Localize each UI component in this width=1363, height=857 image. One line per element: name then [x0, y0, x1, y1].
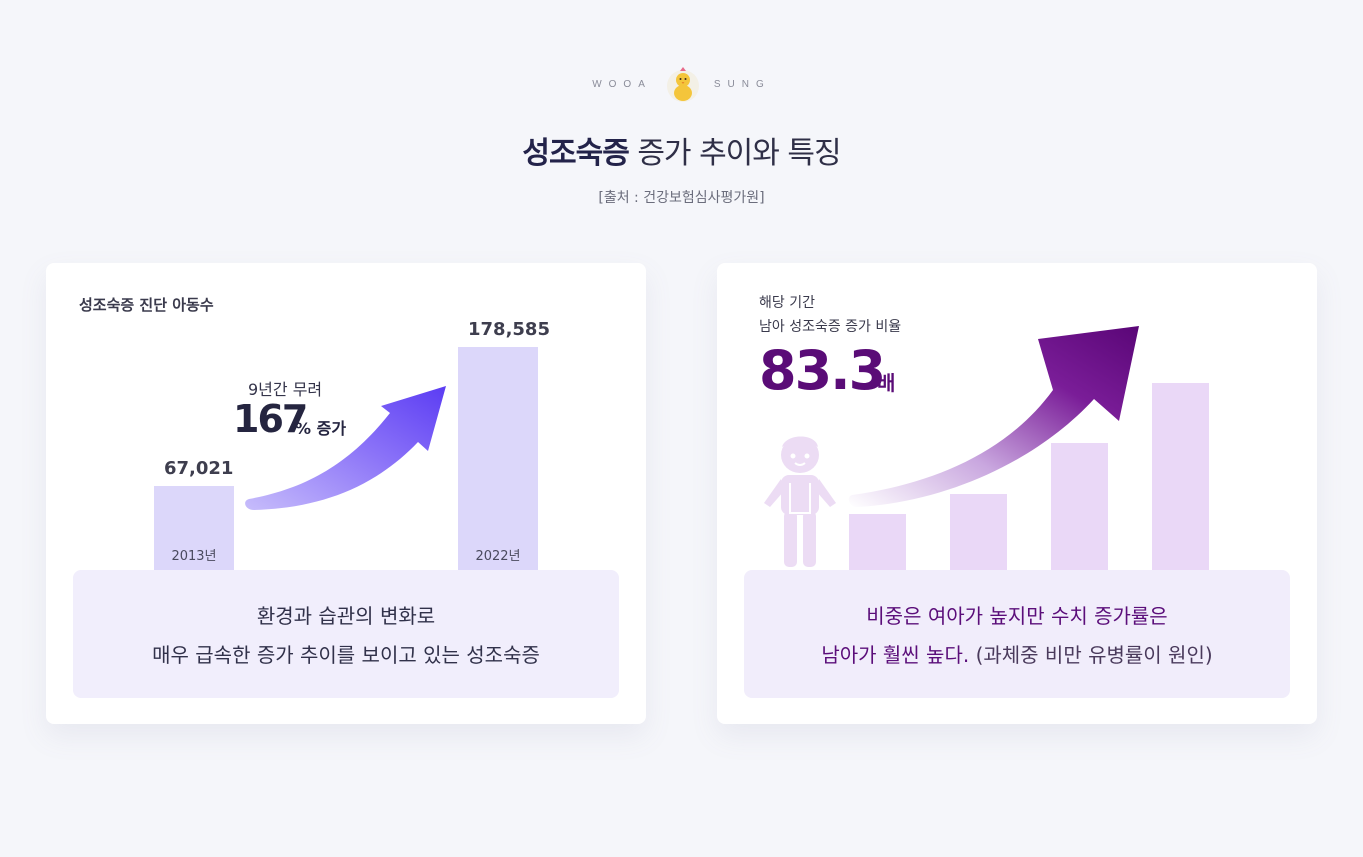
- card-label-line1: 해당 기간: [759, 295, 815, 311]
- source-note: [출처 : 건강보험심사평가원]: [598, 190, 765, 206]
- ratio-unit: 배: [877, 371, 896, 395]
- growth-percent: 167: [233, 397, 308, 441]
- bar-2013: 2013년: [154, 486, 234, 570]
- callout-line-2: 남아가 훨씬 높다. (과체중 비만 유병률이 원인): [744, 639, 1290, 668]
- chick-mascot-icon: [666, 67, 699, 102]
- bar-2022: 2022년: [458, 347, 538, 570]
- callout-note: (과체중 비만 유병률이 원인): [969, 643, 1213, 667]
- up-arrow-icon: [245, 386, 446, 510]
- decor-bar: [1051, 443, 1108, 570]
- decor-bar: [1152, 383, 1209, 570]
- brand-word-right: SUNG: [713, 78, 771, 90]
- decor-bar: [950, 494, 1007, 570]
- brand-word-left: WOOA: [592, 78, 652, 90]
- callout-line: 매우 급속한 증가 추이를 보이고 있는 성조숙증: [152, 643, 540, 667]
- card-label: 성조숙증 진단 아동수: [79, 296, 214, 314]
- bar-value-label: 178,585: [468, 319, 550, 340]
- bar-value-label: 67,021: [164, 458, 234, 479]
- boy-increase-card: 해당 기간 남아 성조숙증 증가 비율 83.3 배: [717, 263, 1317, 724]
- bar-category-label: 2022년: [475, 549, 521, 564]
- callout-highlight: 남아가 훨씬 높다.: [821, 643, 970, 667]
- page-title: 성조숙증 증가 추이와 특징: [0, 128, 1363, 172]
- bar-category-label: 2013년: [171, 549, 217, 564]
- card-label-line2: 남아 성조숙증 증가 비율: [759, 319, 902, 335]
- diagnosis-count-card: 성조숙증 진단 아동수 67,021 178,585 2013년 2022년 9…: [46, 263, 646, 724]
- page-title-rest: 증가 추이와 특징: [628, 136, 841, 171]
- callout-line: 환경과 습관의 변화로: [256, 604, 436, 628]
- brand-header: WOOA SUNG: [0, 64, 1363, 104]
- summary-callout: 비중은 여아가 높지만 수치 증가률은 남아가 훨씬 높다. (과체중 비만 유…: [744, 570, 1290, 698]
- callout-line: 비중은 여아가 높지만 수치 증가률은: [866, 604, 1168, 628]
- up-arrow-icon: [848, 326, 1139, 507]
- ratio-number: 83.3: [759, 339, 886, 402]
- growth-unit: % 증가: [295, 419, 347, 438]
- growth-subtitle: 9년간 무려: [248, 380, 323, 399]
- decor-bar: [849, 514, 906, 570]
- page-title-strong: 성조숙증: [522, 136, 629, 171]
- boy-child-icon: [764, 436, 836, 567]
- summary-callout: 환경과 습관의 변화로 매우 급속한 증가 추이를 보이고 있는 성조숙증: [73, 570, 619, 698]
